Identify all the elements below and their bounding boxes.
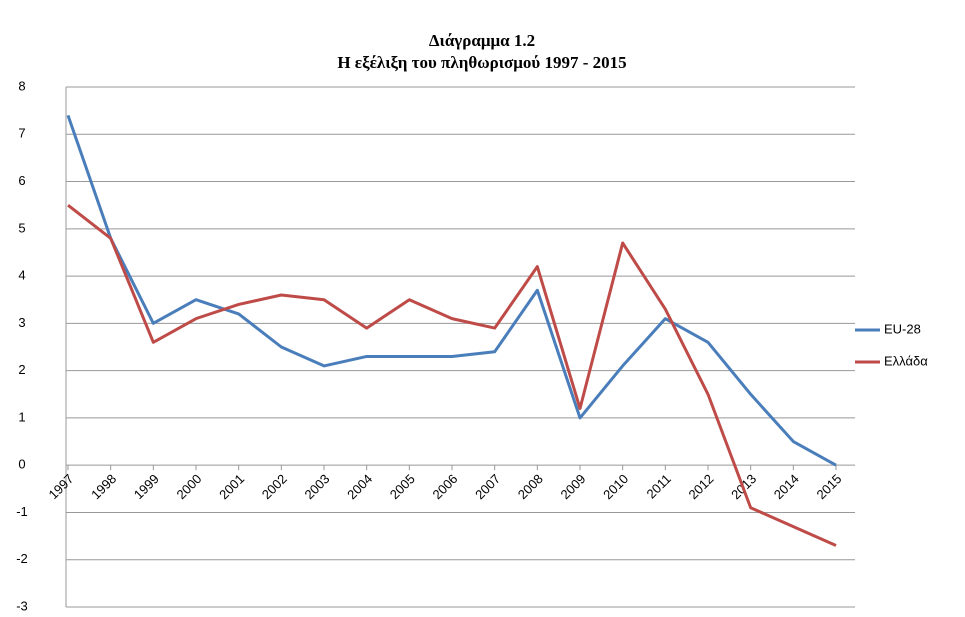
x-tick-label: 2004 — [344, 471, 375, 502]
x-tick-label: 2012 — [685, 471, 716, 502]
x-tick-label: 2000 — [173, 471, 204, 502]
x-tick-label: 2005 — [387, 471, 418, 502]
x-tick-label: 2014 — [771, 471, 802, 502]
series-line — [67, 203, 837, 547]
x-tick-label: 2002 — [259, 471, 290, 502]
y-tick-label: -3 — [16, 598, 28, 613]
y-tick-label: 6 — [18, 173, 25, 188]
x-tick-label: 2001 — [216, 471, 247, 502]
y-tick-label: -1 — [16, 504, 28, 519]
series-line — [66, 114, 837, 467]
x-tick-label: 2007 — [472, 471, 503, 502]
chart-subtitle: Η εξέλιξη του πληθωρισμού 1997 - 2015 — [337, 53, 626, 72]
legend-label: Ελλάδα — [884, 353, 928, 368]
y-tick-label: 4 — [18, 268, 25, 283]
x-tick-label: 1997 — [45, 471, 76, 502]
x-tick-label: 2006 — [429, 471, 460, 502]
x-tick-label: 2010 — [600, 471, 631, 502]
y-tick-label: 1 — [18, 409, 25, 424]
y-tick-label: 7 — [18, 126, 25, 141]
x-tick-label: 2015 — [813, 471, 844, 502]
chart-title: Διάγραμμα 1.2 — [429, 31, 535, 50]
x-tick-label: 1999 — [131, 471, 162, 502]
y-tick-label: -2 — [16, 551, 28, 566]
y-tick-label: 2 — [18, 362, 25, 377]
x-tick-label: 1998 — [88, 471, 119, 502]
y-tick-label: 5 — [18, 220, 25, 235]
x-tick-label: 2008 — [515, 471, 546, 502]
x-tick-label: 2003 — [301, 471, 332, 502]
y-tick-label: 0 — [18, 457, 25, 472]
legend-label: EU-28 — [884, 321, 921, 336]
y-tick-label: 3 — [18, 315, 25, 330]
x-tick-label: 2009 — [557, 471, 588, 502]
y-tick-label: 8 — [18, 78, 25, 93]
x-tick-label: 2011 — [644, 471, 674, 501]
